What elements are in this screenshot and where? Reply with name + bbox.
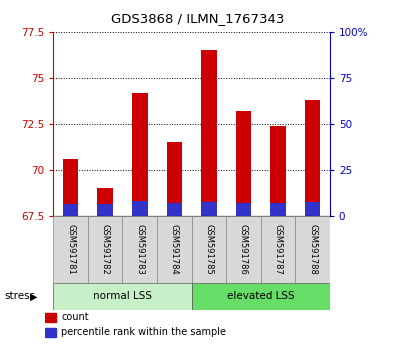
Bar: [132, 201, 147, 216]
Text: GSM591783: GSM591783: [135, 224, 144, 275]
Text: count: count: [61, 312, 89, 322]
Text: GSM591788: GSM591788: [308, 224, 317, 275]
Bar: [295, 216, 330, 283]
Bar: [98, 204, 113, 216]
Bar: [192, 283, 330, 310]
Text: GSM591781: GSM591781: [66, 224, 75, 275]
Bar: [63, 159, 78, 216]
Bar: [270, 203, 286, 216]
Bar: [63, 204, 78, 216]
Bar: [305, 202, 320, 216]
Bar: [192, 216, 226, 283]
Text: GSM591784: GSM591784: [170, 224, 179, 275]
Bar: [167, 142, 182, 216]
Text: ▶: ▶: [30, 291, 37, 302]
Bar: [226, 216, 261, 283]
Text: GSM591785: GSM591785: [204, 224, 213, 275]
Bar: [53, 216, 88, 283]
Text: GSM591782: GSM591782: [101, 224, 110, 275]
Bar: [236, 203, 251, 216]
Text: elevated LSS: elevated LSS: [227, 291, 295, 302]
Bar: [132, 93, 147, 216]
Bar: [305, 100, 320, 216]
Bar: [261, 216, 295, 283]
Bar: [53, 283, 192, 310]
Bar: [236, 111, 251, 216]
Text: stress: stress: [4, 291, 35, 302]
Bar: [201, 50, 216, 216]
Text: normal LSS: normal LSS: [93, 291, 152, 302]
Bar: [167, 203, 182, 216]
Bar: [122, 216, 157, 283]
Bar: [270, 126, 286, 216]
Bar: [98, 188, 113, 216]
Bar: [201, 202, 216, 216]
Bar: [45, 313, 56, 322]
Text: percentile rank within the sample: percentile rank within the sample: [61, 327, 226, 337]
Bar: [157, 216, 192, 283]
Text: GSM591787: GSM591787: [273, 224, 282, 275]
Text: GDS3868 / ILMN_1767343: GDS3868 / ILMN_1767343: [111, 12, 284, 25]
Bar: [88, 216, 122, 283]
Text: GSM591786: GSM591786: [239, 224, 248, 275]
Bar: [45, 328, 56, 337]
